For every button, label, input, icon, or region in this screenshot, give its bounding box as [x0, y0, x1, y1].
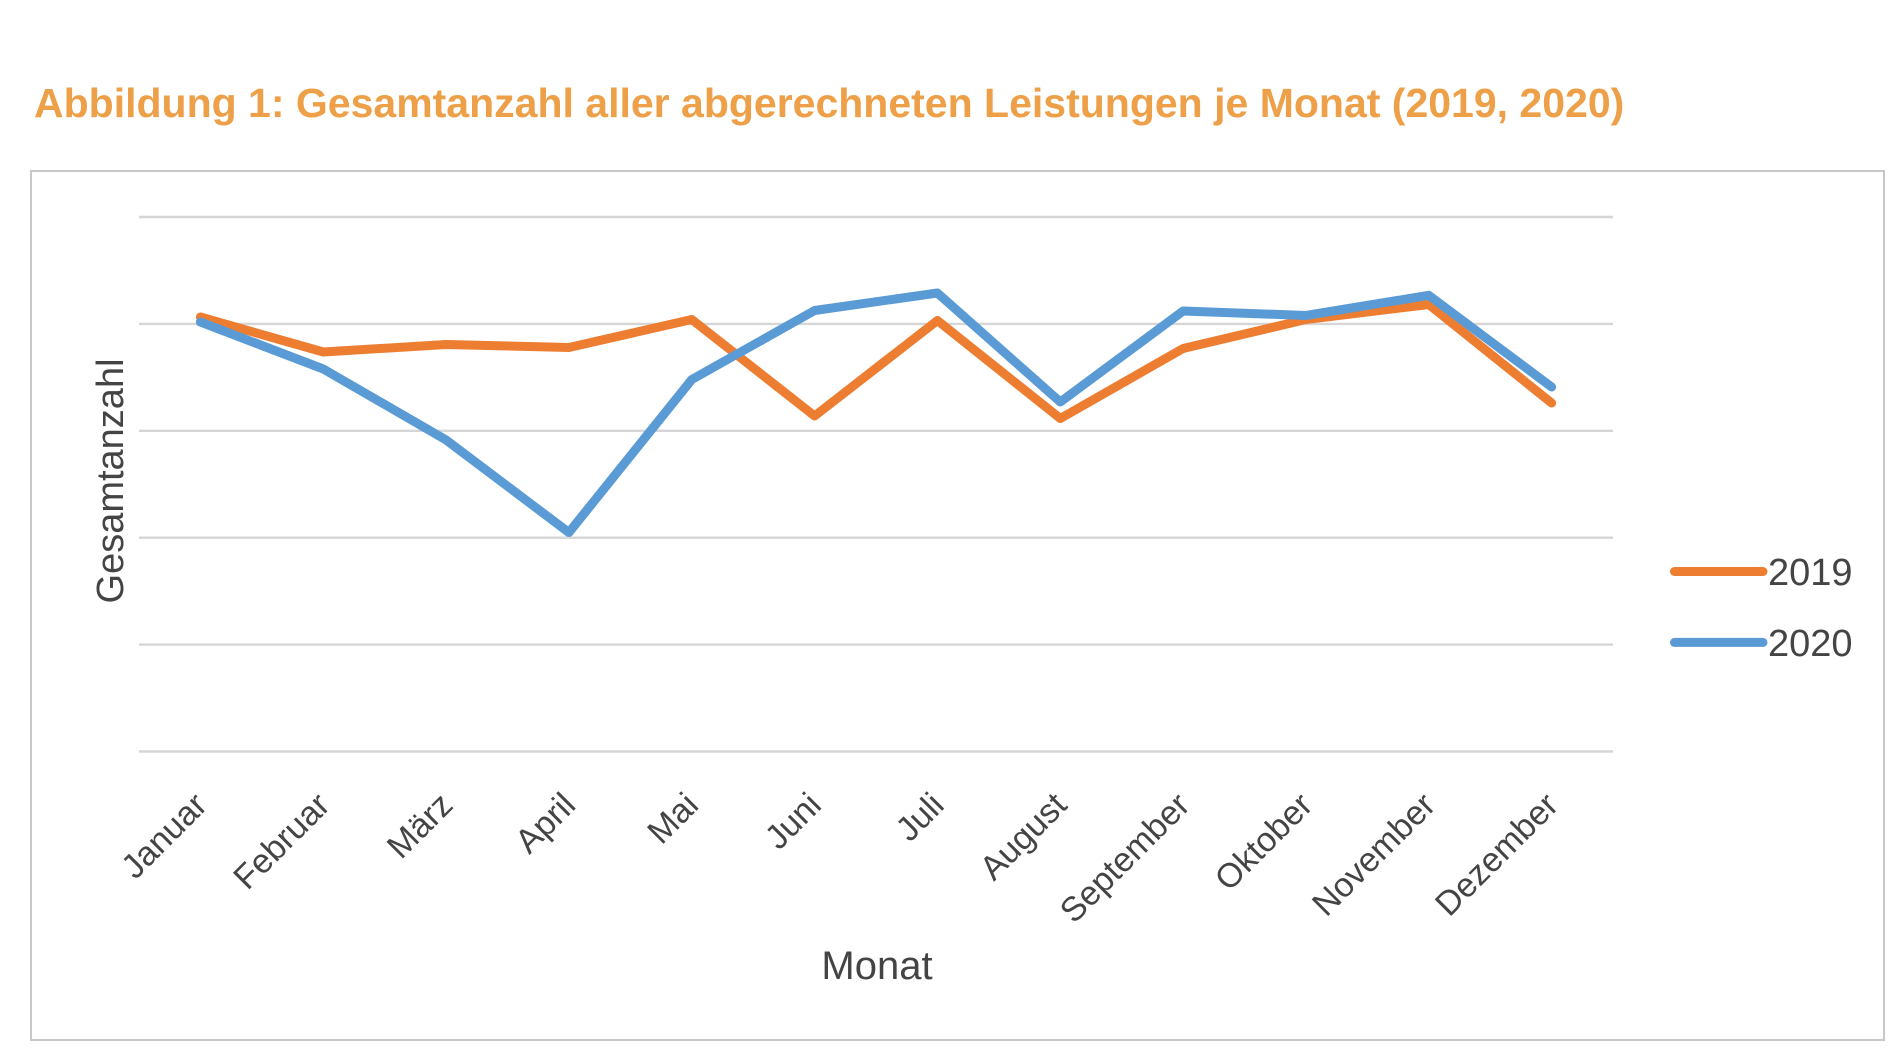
svg-text:Abbildung 1: Gesamtanzahl alle: Abbildung 1: Gesamtanzahl aller abgerech… [34, 80, 1624, 126]
svg-text:2019: 2019 [1768, 552, 1853, 594]
svg-text:Monat: Monat [821, 944, 932, 988]
svg-text:Gesamtanzahl: Gesamtanzahl [90, 358, 132, 603]
svg-text:2020: 2020 [1768, 623, 1853, 665]
